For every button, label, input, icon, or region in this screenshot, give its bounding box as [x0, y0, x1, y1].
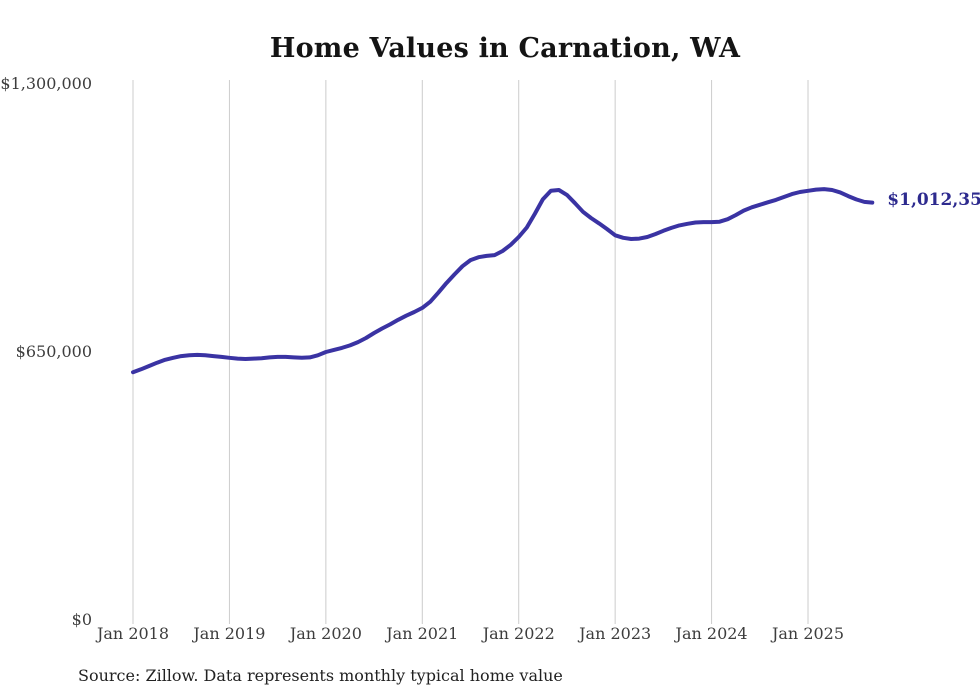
page-title: Home Values in Carnation, WA — [269, 33, 741, 64]
y-tick-label: $0 — [71, 610, 92, 629]
x-tick-label: Jan 2018 — [96, 624, 170, 643]
value-line-path — [131, 187, 875, 375]
y-tick-label: $1,300,000 — [0, 74, 92, 93]
end-value-label: $1,012,353 — [887, 189, 980, 210]
x-tick-label: Jan 2021 — [386, 624, 459, 643]
x-tick-label: Jan 2025 — [771, 624, 845, 643]
x-tick-label: Jan 2024 — [675, 624, 748, 643]
x-tick-label: Jan 2020 — [289, 624, 362, 643]
y-axis: $0 $650,000 $1,300,000 — [0, 0, 96, 660]
x-axis: Jan 2018 Jan 2019 Jan 2020 Jan 2021 Jan 2022… — [0, 624, 980, 648]
x-tick-label: Jan 2022 — [482, 624, 555, 643]
x-tick-label: Jan 2019 — [193, 624, 266, 643]
source-note: Source: Zillow. Data represents monthly … — [78, 666, 563, 685]
y-tick-label: $650,000 — [15, 342, 92, 361]
x-tick-label: Jan 2023 — [579, 624, 652, 643]
